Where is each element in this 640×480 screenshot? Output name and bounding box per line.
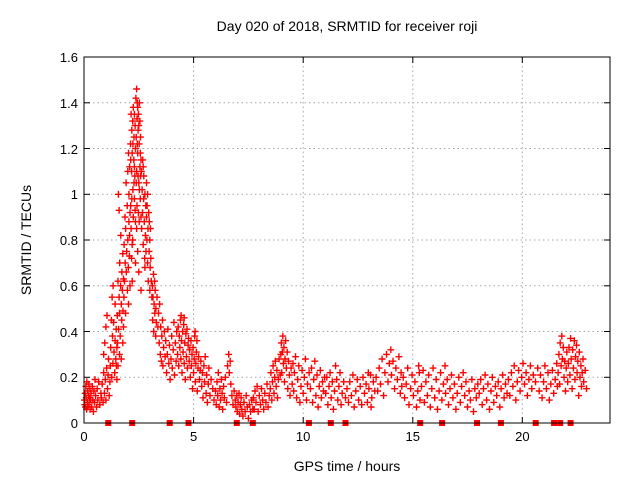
x-tick-label: 10 [295, 429, 311, 444]
y-tick-label: 1.6 [59, 50, 78, 65]
data-markers [81, 85, 590, 426]
y-tick-label: 1.4 [59, 95, 78, 111]
y-tick-label: 0 [70, 416, 78, 431]
y-tick-label: 0.4 [59, 324, 78, 340]
y-tick-label: 1.2 [59, 141, 78, 157]
y-tick-label: 0.2 [59, 370, 78, 386]
x-tick-label: 5 [189, 429, 198, 444]
x-tick-label: 20 [515, 429, 530, 444]
y-tick-label: 0.8 [59, 233, 78, 248]
chart-title: Day 020 of 2018, SRMTID for receiver roj… [216, 18, 478, 34]
x-tick-label: 15 [405, 429, 420, 444]
y-tick-label: 1 [70, 187, 78, 203]
x-tick-label: 0 [80, 429, 88, 444]
x-axis-label: GPS time / hours [293, 458, 401, 474]
y-tick-label: 0.6 [59, 278, 78, 294]
scatter-points [81, 85, 590, 422]
axis-ticks [83, 56, 610, 424]
